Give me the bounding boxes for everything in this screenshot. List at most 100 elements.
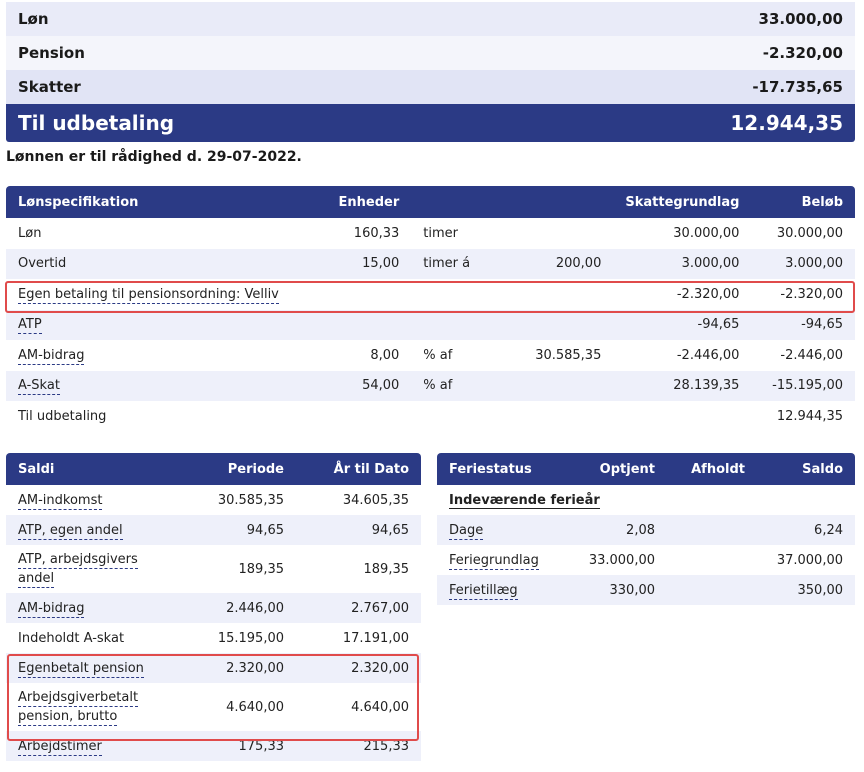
balances-header-row: Saldi Periode År til Dato xyxy=(6,453,421,485)
row-label[interactable]: Egenbetalt pension xyxy=(18,660,144,678)
row-period: 189,35 xyxy=(238,561,285,577)
row-label[interactable]: AM-bidrag xyxy=(18,600,85,618)
row-tax-base xyxy=(613,401,751,432)
summary-row-salary: Løn 33.000,00 xyxy=(6,2,855,36)
table-row: Arbejdsgiverbetalt pension, brutto 4.640,… xyxy=(6,683,421,731)
row-label[interactable]: Dage xyxy=(449,522,484,540)
am-indkomst-link[interactable]: AM-indkomst xyxy=(6,485,181,515)
summary-total: Til udbetaling 12.944,35 xyxy=(6,104,855,142)
row-ytd: 189,35 xyxy=(363,561,410,577)
summary-total-label: Til udbetaling xyxy=(18,111,175,135)
payslip-header-row: Lønspecifikation Enheder Skattegrundlag … xyxy=(6,186,855,218)
row-label-line[interactable]: ATP, arbejdsgivers xyxy=(18,552,138,569)
summary-label: Pension xyxy=(18,44,85,62)
pension-contribution-link[interactable]: Egen betaling til pensionsordning: Velli… xyxy=(6,279,613,310)
holiday-supplement-link[interactable]: Ferietillæg xyxy=(437,575,562,605)
table-row: Arbejdstimer 175,33 215,33 xyxy=(6,731,421,761)
row-label: Til udbetaling xyxy=(18,408,107,424)
row-label: Indeholdt A-skat xyxy=(18,630,125,646)
table-row: Egenbetalt pension 2.320,00 2.320,00 xyxy=(6,653,421,683)
row-amount: 12.944,35 xyxy=(776,408,843,424)
summary-row-pension: Pension -2.320,00 xyxy=(6,36,855,70)
atp-own-share-link[interactable]: ATP, egen andel xyxy=(6,515,181,545)
am-bidrag-balance-link[interactable]: AM-bidrag xyxy=(6,593,181,623)
row-label[interactable]: AM-bidrag xyxy=(18,347,85,365)
row-label[interactable]: A-Skat xyxy=(18,378,60,396)
col-header-label: Feriestatus xyxy=(437,453,562,485)
summary-label: Skatter xyxy=(18,78,81,96)
row-taken xyxy=(667,545,757,575)
section-row: Indeværende ferieår xyxy=(437,485,855,515)
row-tax-base: -94,65 xyxy=(613,309,752,340)
summary-total-value: 12.944,35 xyxy=(730,111,843,135)
row-units: 54,00 xyxy=(297,370,412,401)
holiday-base-link[interactable]: Feriegrundlag xyxy=(437,545,562,575)
row-taken xyxy=(667,515,757,545)
row-unit-text: % af xyxy=(411,370,514,401)
row-tax-base: -2.320,00 xyxy=(676,286,740,302)
work-hours-link[interactable]: Arbejdstimer xyxy=(6,731,181,761)
summary-value: -17.735,65 xyxy=(752,78,843,96)
table-row: Ferietillæg 330,00 350,00 xyxy=(437,575,855,605)
col-header-unit-text xyxy=(411,186,514,218)
availability-note: Lønnen er til rådighed d. 29-07-2022. xyxy=(6,149,302,165)
row-earned: 2,08 xyxy=(562,515,667,545)
row-taken xyxy=(667,575,757,605)
row-label[interactable]: AM-indkomst xyxy=(18,492,103,510)
row-tax-base: -2.446,00 xyxy=(676,347,740,363)
atp-employer-share-link[interactable]: ATP, arbejdsgivers andel xyxy=(6,545,181,593)
row-balance: 6,24 xyxy=(757,515,855,545)
a-skat-link[interactable]: A-Skat xyxy=(6,370,298,401)
col-header-period: Periode xyxy=(181,453,296,485)
table-row: AM-indkomst 30.585,35 34.605,35 xyxy=(6,485,421,515)
holiday-table: Feriestatus Optjent Afholdt Saldo Indevæ… xyxy=(437,453,855,605)
row-amount: 3.000,00 xyxy=(751,248,855,279)
row-ytd: 2.767,00 xyxy=(296,593,421,623)
table-row: ATP, egen andel 94,65 94,65 xyxy=(6,515,421,545)
row-label[interactable]: Arbejdstimer xyxy=(18,738,102,756)
col-header-label: Saldi xyxy=(6,453,181,485)
atp-link[interactable]: ATP xyxy=(6,309,298,340)
holiday-section-title: Indeværende ferieår xyxy=(449,492,600,509)
row-label-line[interactable]: andel xyxy=(18,571,55,588)
row-label-line[interactable]: Arbejdsgiverbetalt xyxy=(18,690,139,707)
row-balance: 350,00 xyxy=(757,575,855,605)
col-header-taken: Afholdt xyxy=(667,453,757,485)
days-link[interactable]: Dage xyxy=(437,515,562,545)
summary-value: -2.320,00 xyxy=(762,44,843,62)
col-header-label: Lønspecifikation xyxy=(6,186,298,218)
row-label[interactable]: ATP, egen andel xyxy=(18,522,123,540)
own-pension-link[interactable]: Egenbetalt pension xyxy=(6,653,181,683)
row-label[interactable]: Egen betaling til pensionsordning: Velli… xyxy=(18,286,279,304)
row-label[interactable]: Feriegrundlag xyxy=(449,552,539,570)
row-rate xyxy=(513,309,614,340)
row-label[interactable]: ATP xyxy=(18,317,42,335)
col-header-tax-base: Skattegrundlag xyxy=(613,186,752,218)
row-unit-text xyxy=(411,401,514,432)
row-amount: -94,65 xyxy=(751,309,855,340)
row-units xyxy=(297,309,412,340)
row-ytd: 4.640,00 xyxy=(351,699,409,715)
table-row: A-Skat 54,00 % af 28.139,35 -15.195,00 xyxy=(6,370,855,401)
row-units: 8,00 xyxy=(370,347,400,363)
am-bidrag-link[interactable]: AM-bidrag xyxy=(6,340,298,371)
table-row: AM-bidrag 2.446,00 2.767,00 xyxy=(6,593,421,623)
row-period: 4.640,00 xyxy=(226,699,284,715)
table-row: Dage 2,08 6,24 xyxy=(437,515,855,545)
row-rate: 200,00 xyxy=(513,248,614,279)
row-earned: 33.000,00 xyxy=(588,552,655,568)
row-rate xyxy=(514,401,613,432)
row-label: Løn xyxy=(18,225,42,241)
row-unit-text: % af xyxy=(423,347,453,363)
row-amount: -2.446,00 xyxy=(780,347,843,363)
row-balance: 37.000,00 xyxy=(776,552,843,568)
row-period: 30.585,35 xyxy=(217,492,284,508)
row-units: 160,33 xyxy=(353,225,400,241)
row-label: Overtid xyxy=(6,248,298,279)
table-row: Feriegrundlag 33.000,00 37.000,00 xyxy=(437,545,855,575)
row-label-line[interactable]: pension, brutto xyxy=(18,709,118,726)
row-label[interactable]: Ferietillæg xyxy=(449,582,518,600)
row-unit-text xyxy=(411,309,514,340)
employer-pension-link[interactable]: Arbejdsgiverbetalt pension, brutto xyxy=(6,683,181,731)
summary-row-taxes: Skatter -17.735,65 xyxy=(6,70,855,104)
